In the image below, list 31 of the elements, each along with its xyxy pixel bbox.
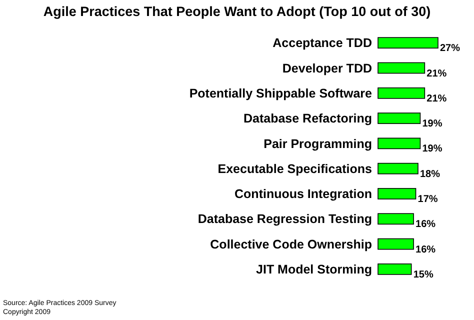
- data-label: 15%: [413, 269, 434, 280]
- data-label: 19%: [422, 144, 442, 155]
- y-tick-label: Developer TDD: [282, 61, 372, 76]
- data-label: 19%: [422, 118, 442, 130]
- data-label: 18%: [420, 168, 440, 180]
- text: Agile Practices That People Want to Adopt (Top 10 out of 30): [43, 4, 431, 19]
- bar: [378, 87, 426, 99]
- data-label: 16%: [416, 244, 436, 256]
- bar: [378, 263, 412, 275]
- bar: [378, 213, 414, 225]
- bar: [378, 112, 421, 124]
- y-tick-label: Acceptance TDD: [272, 36, 372, 50]
- bar: [378, 37, 438, 49]
- y-tick-label: Database Regression Testing: [198, 212, 372, 226]
- y-tick-label: JIT Model Storming: [256, 262, 372, 277]
- y-tick-label: Pair Programming: [264, 136, 372, 151]
- y-tick-label: Collective Code Ownership: [210, 237, 372, 252]
- data-label: 21%: [426, 93, 447, 104]
- y-tick-label: Executable Specifications: [218, 162, 372, 176]
- data-label: 17%: [418, 194, 438, 206]
- y-tick-label: Continuous Integration: [234, 187, 372, 202]
- y-tick-label: Potentially Shippable Software: [189, 86, 372, 100]
- bar: [378, 162, 418, 174]
- bar: [378, 62, 426, 74]
- bar: [378, 138, 421, 150]
- bar: [378, 188, 416, 200]
- data-label: 21%: [426, 68, 447, 80]
- y-tick-label: Database Refactoring: [243, 112, 372, 126]
- data-label: 27%: [440, 43, 460, 54]
- data-label: 16%: [416, 219, 436, 230]
- bar: [378, 238, 414, 250]
